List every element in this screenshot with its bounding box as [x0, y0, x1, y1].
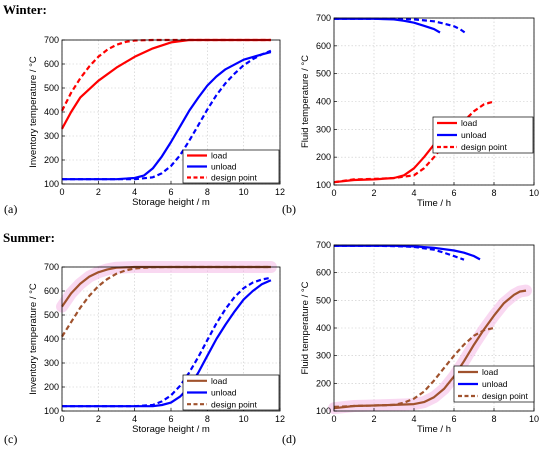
x-tick-label: 12	[275, 187, 285, 197]
y-tick-label: 200	[316, 378, 331, 388]
y-tick-label: 300	[316, 124, 331, 134]
legend-label: load	[211, 151, 227, 161]
y-tick-label: 100	[44, 179, 59, 189]
series-line-brown-dashed	[333, 326, 495, 408]
x-axis-label: Time / h	[417, 424, 451, 435]
y-tick-label: 400	[44, 107, 59, 117]
legend-label: unload	[211, 388, 237, 398]
legend-label: unload	[482, 379, 508, 389]
x-tick-label: 8	[205, 414, 210, 424]
x-tick-label: 2	[371, 188, 376, 198]
y-tick-label: 500	[44, 310, 59, 320]
series-line-red-dashed	[333, 100, 495, 184]
x-axis-label: Storage height / m	[132, 197, 210, 208]
y-tick-label: 100	[44, 406, 59, 416]
legend-label: design point	[482, 391, 528, 401]
x-tick-label: 0	[59, 187, 64, 197]
chart-b: 0 2 4 6 8 10 100 200 300 400 500 600 700 Time / h Flui…	[300, 13, 539, 209]
y-axis-label: Fluid temperature / °C	[300, 281, 311, 374]
x-tick-label: 2	[96, 414, 101, 424]
x-axis-label: Time / h	[417, 198, 451, 209]
legend: load unload design point	[432, 116, 534, 154]
legend-label: design point	[211, 173, 257, 183]
x-tick-label: 8	[491, 414, 496, 424]
panel-label-b: (b)	[282, 202, 296, 216]
legend: load unload design point	[453, 365, 535, 403]
x-tick-label: 6	[451, 188, 456, 198]
y-tick-label: 400	[316, 323, 331, 333]
y-tick-label: 300	[44, 358, 59, 368]
x-tick-label: 10	[239, 187, 249, 197]
x-tick-label: 2	[96, 187, 101, 197]
legend-label: load	[211, 376, 227, 386]
y-tick-label: 700	[316, 240, 331, 250]
y-tick-label: 500	[44, 83, 59, 93]
legend-label: load	[461, 118, 477, 128]
y-tick-label: 400	[44, 334, 59, 344]
legend-label: unload	[461, 130, 487, 140]
y-tick-label: 400	[316, 97, 331, 107]
x-tick-label: 4	[411, 414, 416, 424]
x-tick-label: 10	[239, 414, 249, 424]
y-axis-label: Inventory temperature / °C	[28, 283, 39, 395]
y-tick-label: 700	[44, 35, 59, 45]
legend-label: design point	[211, 399, 257, 409]
legend-label: load	[482, 367, 498, 377]
y-tick-label: 100	[316, 406, 331, 416]
x-tick-label: 4	[132, 187, 137, 197]
x-tick-label: 8	[205, 187, 210, 197]
series-line-blue-dashed	[334, 244, 465, 261]
chart-d: 0 2 4 6 8 10 100 200 300 400 500 600 700 Time / h Flui…	[300, 240, 539, 435]
series-line-blue-solid	[334, 244, 481, 261]
x-tick-label: 10	[529, 188, 539, 198]
y-tick-label: 600	[44, 59, 59, 69]
y-tick-label: 600	[316, 41, 331, 51]
y-tick-label: 600	[316, 268, 331, 278]
x-tick-label: 4	[411, 188, 416, 198]
panel-label-a: (a)	[4, 202, 18, 216]
y-tick-label: 500	[316, 295, 331, 305]
panel-label-c: (c)	[4, 432, 18, 446]
chart-a: 0 2 4 6 8 10 12 100 200 300 400 500 600 700 Storage he…	[28, 35, 285, 208]
x-tick-label: 0	[331, 188, 336, 198]
legend-label: design point	[461, 142, 507, 152]
y-tick-label: 700	[44, 262, 59, 272]
y-tick-label: 100	[316, 180, 331, 190]
x-tick-label: 8	[491, 188, 496, 198]
y-tick-label: 600	[44, 286, 59, 296]
section-label-summer: Summer:	[3, 230, 55, 245]
plot-area	[334, 18, 534, 185]
y-tick-label: 200	[316, 152, 331, 162]
x-tick-label: 10	[529, 414, 539, 424]
x-axis-label: Storage height / m	[132, 424, 210, 435]
y-tick-label: 200	[44, 382, 59, 392]
section-label-winter: Winter:	[3, 2, 47, 17]
y-tick-label: 300	[316, 351, 331, 361]
y-tick-label: 500	[316, 69, 331, 79]
x-tick-label: 6	[168, 414, 173, 424]
series-line-blue-dashed	[62, 49, 272, 181]
x-tick-label: 4	[132, 414, 137, 424]
y-tick-label: 700	[316, 13, 331, 23]
y-axis-label: Inventory temperature / °C	[28, 56, 39, 168]
x-tick-label: 12	[275, 414, 285, 424]
x-tick-label: 6	[168, 187, 173, 197]
y-tick-label: 300	[44, 131, 59, 141]
series-line-blue-solid	[62, 279, 272, 408]
series-line-blue-dashed	[62, 276, 272, 408]
legend-label: unload	[211, 162, 237, 172]
y-tick-label: 200	[44, 155, 59, 165]
series-line-blue-solid	[62, 50, 272, 181]
x-tick-label: 0	[59, 414, 64, 424]
panel-label-d: (d)	[282, 432, 296, 446]
series-line-blue-dashed	[334, 17, 467, 35]
x-tick-label: 6	[451, 414, 456, 424]
y-axis-label: Fluid temperature / °C	[300, 55, 311, 148]
x-tick-label: 0	[331, 414, 336, 424]
chart-c: 0 2 4 6 8 10 12 100 200 300 400 500 600 700 Storage he…	[28, 261, 285, 435]
x-tick-label: 2	[371, 414, 376, 424]
